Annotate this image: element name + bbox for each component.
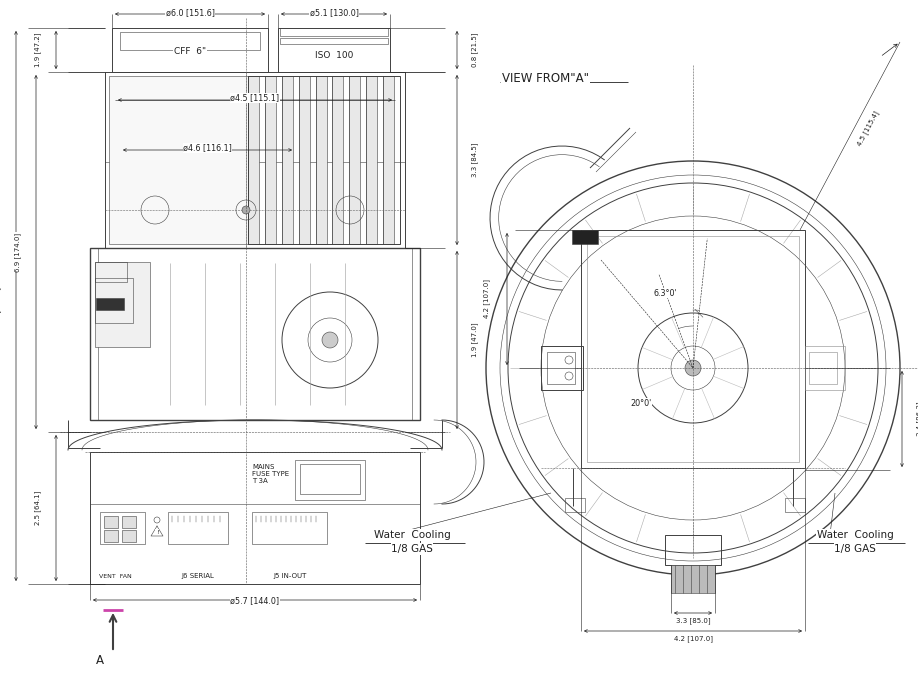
Bar: [572, 230, 598, 244]
Text: 3.3 [84.5]: 3.3 [84.5]: [472, 142, 478, 178]
Bar: [168, 512, 228, 544]
Text: MAINS: MAINS: [252, 464, 274, 470]
Bar: [248, 76, 259, 244]
Bar: [541, 346, 583, 390]
Bar: [95, 278, 133, 323]
Text: VENT  FAN: VENT FAN: [98, 574, 131, 578]
Text: ø4.5 [115.1]: ø4.5 [115.1]: [230, 94, 280, 103]
Text: 1/8 GAS: 1/8 GAS: [834, 544, 876, 554]
Bar: [90, 452, 420, 584]
Bar: [581, 230, 805, 468]
Text: 4.5 [115.4]: 4.5 [115.4]: [856, 109, 880, 146]
Bar: [95, 262, 127, 282]
Bar: [280, 38, 388, 44]
Text: T 3A: T 3A: [252, 478, 268, 484]
Bar: [785, 498, 805, 512]
Bar: [96, 298, 124, 310]
Text: 20°0': 20°0': [631, 398, 652, 408]
Bar: [809, 352, 837, 384]
Bar: [282, 76, 293, 244]
Text: 3.4 [86.3]: 3.4 [86.3]: [917, 402, 918, 436]
Bar: [105, 72, 405, 248]
Text: 1.9 [47.2]: 1.9 [47.2]: [35, 33, 41, 68]
Bar: [671, 565, 715, 593]
Bar: [316, 76, 327, 244]
Text: VIEW FROM"A": VIEW FROM"A": [502, 72, 589, 84]
Text: ø6.0 [151.6]: ø6.0 [151.6]: [165, 9, 215, 18]
Text: Water  Cooling: Water Cooling: [374, 530, 451, 540]
Bar: [100, 512, 145, 544]
Bar: [665, 535, 721, 565]
Text: 4.2 [107.0]: 4.2 [107.0]: [674, 636, 712, 643]
Bar: [248, 76, 400, 244]
Bar: [300, 464, 360, 494]
Bar: [295, 460, 365, 500]
Text: 1.9 [47.0]: 1.9 [47.0]: [472, 323, 478, 357]
Text: 4.2 [107.0]: 4.2 [107.0]: [484, 279, 490, 319]
Text: 6.3°0': 6.3°0': [654, 288, 677, 298]
Text: 0.8 [21.5]: 0.8 [21.5]: [472, 33, 478, 68]
Bar: [280, 28, 388, 36]
Text: 3.3 [85.0]: 3.3 [85.0]: [676, 618, 711, 624]
Text: ø5.7 [144.0]: ø5.7 [144.0]: [230, 597, 280, 605]
Text: ISO  100: ISO 100: [315, 51, 353, 61]
Text: FUSE TYPE: FUSE TYPE: [252, 471, 289, 477]
Circle shape: [685, 360, 701, 376]
Bar: [547, 352, 575, 384]
Bar: [265, 76, 276, 244]
Circle shape: [242, 206, 250, 214]
Bar: [120, 32, 260, 50]
Bar: [587, 236, 799, 462]
Bar: [109, 76, 249, 244]
Bar: [278, 28, 390, 72]
Bar: [252, 512, 327, 544]
Bar: [805, 346, 845, 390]
Bar: [104, 530, 118, 542]
Bar: [112, 28, 268, 72]
Text: 6.9 [174.0]: 6.9 [174.0]: [15, 232, 21, 271]
Text: J6 SERIAL: J6 SERIAL: [182, 573, 215, 579]
Circle shape: [322, 332, 338, 348]
Bar: [122, 530, 136, 542]
Text: ø5.1 [130.0]: ø5.1 [130.0]: [309, 9, 359, 18]
Text: 2.5 [64.1]: 2.5 [64.1]: [35, 491, 41, 525]
Bar: [332, 76, 343, 244]
Bar: [350, 76, 360, 244]
Text: CFF  6": CFF 6": [174, 47, 206, 57]
Bar: [298, 76, 309, 244]
Text: 1/8 GAS: 1/8 GAS: [391, 544, 433, 554]
Text: !: !: [156, 529, 158, 535]
Bar: [122, 516, 136, 528]
Text: A: A: [96, 653, 104, 666]
Bar: [90, 248, 420, 420]
Text: J5 IN-OUT: J5 IN-OUT: [274, 573, 307, 579]
Bar: [104, 516, 118, 528]
Text: ø4.6 [116.1]: ø4.6 [116.1]: [183, 144, 232, 153]
Bar: [95, 262, 150, 347]
Bar: [383, 76, 394, 244]
Text: 9.4 [238.1]: 9.4 [238.1]: [0, 286, 1, 325]
Bar: [565, 498, 585, 512]
Text: Water  Cooling: Water Cooling: [817, 530, 893, 540]
Bar: [366, 76, 377, 244]
